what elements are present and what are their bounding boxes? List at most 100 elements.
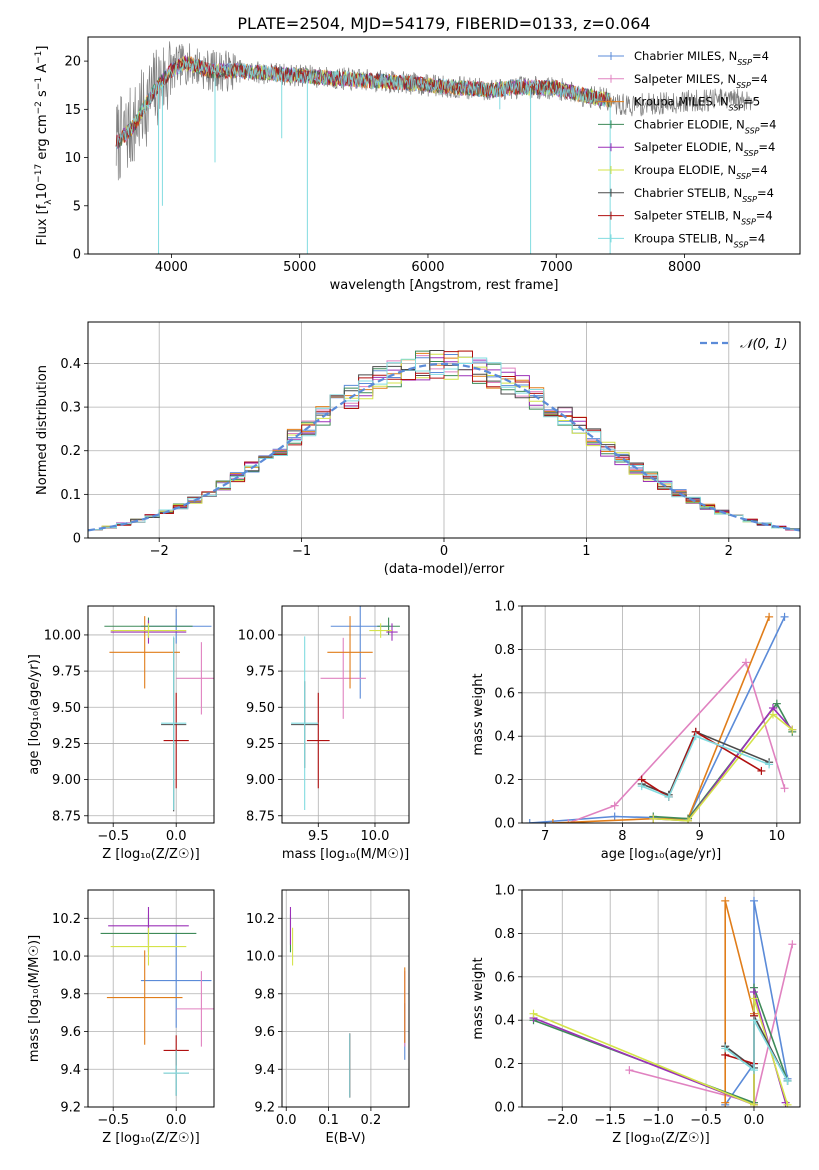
unit-superscript: −17 (34, 164, 44, 183)
data-point (765, 612, 774, 621)
age_vs_mass-panel: 9.5 10.0 8.75 9.00 9.25 9.50 9.75 10.00 mass [lo… (238, 605, 410, 862)
data-point (525, 819, 534, 823)
errorbar-kroupa-stelib (161, 636, 187, 810)
spectrum-lines (115, 41, 754, 254)
weight-lines (529, 896, 797, 1107)
errorbar-chabrier-miles (140, 933, 212, 1028)
y-axis-label: mass [log₁₀(M/M☉)] (27, 935, 42, 1062)
series-salpeter-miles (564, 658, 789, 823)
series-line (653, 713, 793, 822)
x-tick-label: 7000 (540, 260, 573, 275)
histogram-steps (88, 350, 800, 532)
y-axis-label: Normed distribution (35, 365, 50, 495)
series-kroupa-miles (721, 896, 758, 1107)
data-point (741, 658, 750, 667)
legend-label-salpeter-miles: Salpeter MILES, NSSP=4 (634, 72, 768, 90)
x-axis-label: E(B-V) (325, 1131, 365, 1146)
y-tick-label: 9.00 (246, 773, 275, 788)
x-tick-label: −0.5 (97, 1113, 129, 1128)
data-point (757, 766, 766, 775)
errorbar-salpeter-stelib (306, 692, 330, 789)
figure-title: PLATE=2504, MJD=54179, FIBERID=0133, z=0… (237, 14, 650, 33)
legend-subscript: SSP (729, 103, 744, 112)
legend-label-chabrier-stelib: Chabrier STELIB, NSSP=4 (634, 186, 774, 204)
data-point (749, 1066, 758, 1075)
series-line (529, 616, 786, 823)
y-tick-label: 0.8 (494, 643, 515, 658)
legend-count: =5 (743, 95, 760, 109)
legend-subscript: SSP (736, 172, 751, 181)
data-point (780, 784, 789, 793)
errorbar-salpeter-miles (320, 637, 366, 719)
legend-count: =4 (760, 117, 777, 131)
observed-spectrum-line (115, 41, 754, 181)
legend-count: =4 (756, 209, 773, 223)
x-axis-label: Z [log₁₀(Z/Z☉)] (102, 847, 199, 862)
x-tick-label: 0.0 (166, 829, 187, 844)
y-tick-label: 0 (73, 532, 81, 547)
data-point (625, 1066, 634, 1075)
x-tick-label: 9 (695, 829, 703, 844)
x-tick-label: 8000 (668, 260, 701, 275)
y-tick-label: 0 (73, 248, 81, 263)
x-tick-label: 4000 (155, 260, 188, 275)
series-chabrier-elodie (649, 699, 797, 823)
errorbar-kroupa-elodie (110, 623, 187, 638)
x-tick-label: −0.5 (97, 829, 129, 844)
series-kroupa-miles (548, 612, 774, 823)
errorbar-kroupa-stelib (163, 1050, 189, 1096)
y-tick-label: 0.3 (60, 401, 81, 416)
unit-subscript: λ (44, 199, 54, 205)
legend-label-salpeter-elodie: Salpeter ELODIE, NSSP=4 (634, 140, 775, 158)
weight_vs_Z-panel: −2.0 −1.5 −1.0 −0.5 0.0 0.0 0.2 0.4 0.6 0.8 1.0 Z [… (471, 884, 801, 1146)
y-tick-label: 10.0 (246, 950, 275, 965)
y-tick-label: 8.75 (52, 809, 81, 824)
x-tick-label: 0 (440, 544, 448, 559)
data-point (765, 760, 774, 769)
legend-label-kroupa-stelib: Kroupa STELIB, NSSP=4 (634, 231, 765, 249)
series-kroupa-elodie (529, 994, 792, 1107)
y-tick-label: 5 (73, 199, 81, 214)
model-line-kroupa-stelib (115, 58, 610, 150)
legend-label-kroupa-elodie: Kroupa ELODIE, NSSP=4 (634, 163, 768, 181)
unit-superscript: −1 (34, 51, 44, 64)
y-axis-label: mass weight (471, 957, 486, 1039)
legend-subscript: SSP (736, 80, 751, 89)
errorbars (289, 906, 406, 1098)
errorbar-kroupa-miles (327, 616, 373, 689)
y-tick-label: 0.0 (494, 1101, 515, 1116)
data-point (548, 819, 557, 823)
x-tick-label: 10 (769, 829, 786, 844)
legend-count: =4 (757, 186, 774, 200)
series-salpeter-elodie (529, 987, 790, 1107)
y-tick-label: 10.2 (246, 912, 275, 927)
axes-frame (87, 605, 215, 824)
y-tick-label: 0.4 (494, 1014, 515, 1029)
errorbar-kroupa-stelib (291, 636, 319, 810)
y-tick-label: 1.0 (494, 600, 515, 615)
spectrum-panel: 4000 5000 6000 7000 8000 0 5 10 15 20 wavelength [… (34, 36, 801, 293)
legend-count: =4 (748, 231, 765, 245)
y-tick-label: 9.2 (254, 1101, 275, 1116)
series-line (533, 991, 787, 1106)
x-axis-label: age [log₁₀(age/yr)] (601, 847, 722, 862)
normal-curve (88, 362, 800, 532)
legend-label-salpeter-stelib: Salpeter STELIB, NSSP=4 (634, 209, 773, 227)
series-chabrier-miles (525, 612, 789, 823)
y-tick-label: 1.0 (494, 884, 515, 899)
y-tick-label: 9.8 (254, 987, 275, 1002)
y-tick-label: 0.6 (494, 686, 515, 701)
unit-text: s (35, 90, 50, 101)
series-line (724, 900, 789, 1106)
y-tick-label: 0.4 (494, 730, 515, 745)
y-tick-label: 0.0 (494, 817, 515, 832)
data-point (721, 1044, 730, 1053)
data-point (749, 994, 758, 1003)
y-tick-label: 9.00 (52, 773, 81, 788)
y-tick-label: 9.25 (52, 737, 81, 752)
series-kroupa-stelib (637, 732, 774, 801)
x-tick-label: 8 (618, 829, 626, 844)
y-axis-label: mass weight (471, 673, 486, 755)
data-point (749, 896, 758, 905)
series-kroupa-elodie (649, 710, 797, 823)
